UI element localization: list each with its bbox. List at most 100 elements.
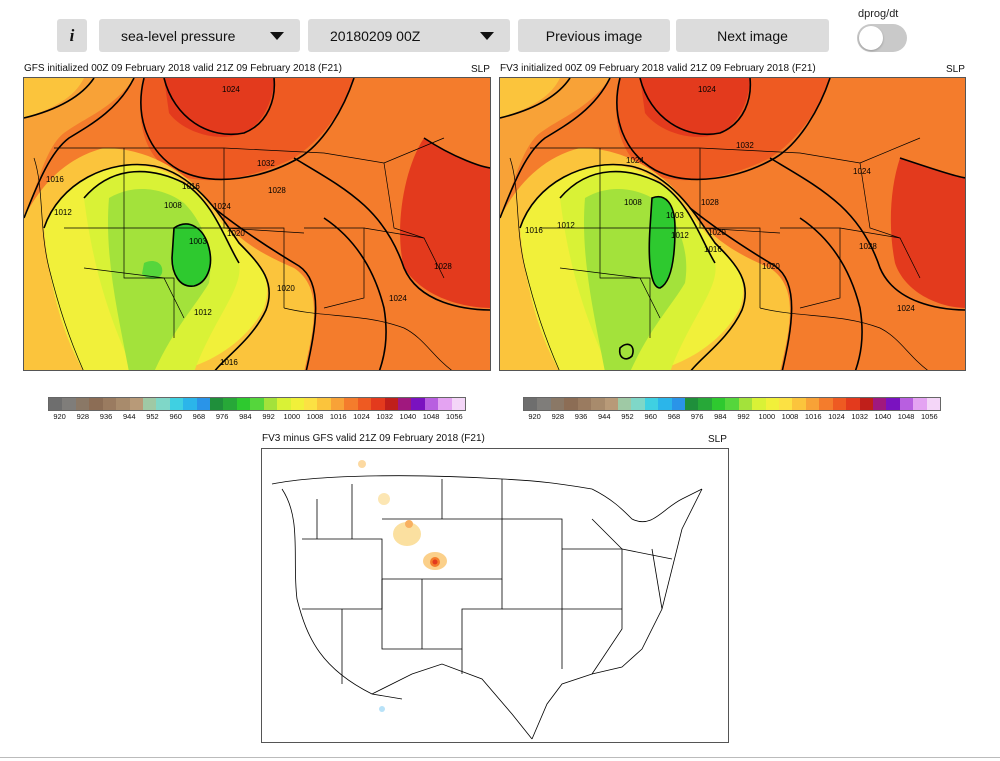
gfs-contour-label: 1016 <box>182 182 200 191</box>
colorbar-swatch <box>411 398 425 410</box>
colorbar-tick-label: 960 <box>644 412 657 421</box>
previous-image-button[interactable]: Previous image <box>518 19 670 52</box>
field-select[interactable]: sea-level pressure <box>99 19 300 52</box>
colorbar-tick-label: 1032 <box>851 412 869 421</box>
chevron-down-icon <box>270 32 284 40</box>
colorbar-swatch <box>236 398 251 410</box>
colorbar-swatch <box>263 398 278 410</box>
colorbar-swatch <box>711 398 726 410</box>
colorbar-swatch <box>644 398 659 410</box>
colorbar-swatch <box>738 398 753 410</box>
colorbar-swatch <box>658 398 672 410</box>
colorbar-swatch <box>438 398 452 410</box>
colorbar-tick-label: 1056 <box>920 412 938 421</box>
colorbar-swatch <box>250 398 264 410</box>
gfs-contour-label: 1012 <box>54 208 72 217</box>
colorbar-swatch <box>752 398 766 410</box>
fv3-slp-field: 1024 1032 1024 1024 1016 1012 1008 1003 … <box>500 78 965 370</box>
gfs-slp-field: 1024 1032 1016 1012 1008 1016 1028 1024 … <box>24 78 490 370</box>
gfs-contour-label: 1028 <box>268 186 286 195</box>
fv3-contour-label: 1024 <box>698 85 716 94</box>
colorbar-swatch <box>631 398 645 410</box>
info-button[interactable]: i <box>57 19 87 52</box>
gfs-contour-label: 1008 <box>164 201 182 210</box>
colorbar-tick-label: 920 <box>53 412 66 421</box>
gfs-contour-label: 1024 <box>213 202 231 211</box>
fv3-contour-label: 1020 <box>708 228 726 237</box>
colorbar-swatch <box>604 398 618 410</box>
colorbar-swatch <box>344 398 358 410</box>
colorbar-swatch <box>156 398 170 410</box>
colorbar-swatch <box>832 398 847 410</box>
colorbar-tick-label: 1048 <box>422 412 440 421</box>
dprog-dt-toggle[interactable] <box>857 24 907 52</box>
colorbar-swatch <box>183 398 197 410</box>
diff-slp-field <box>271 460 703 740</box>
colorbar-swatch <box>129 398 143 410</box>
colorbar-swatch <box>196 398 211 410</box>
colorbar-swatch <box>698 398 712 410</box>
colorbar-tick-label: 1016 <box>804 412 822 421</box>
colorbar-tick-label: 920 <box>528 412 541 421</box>
fv3-colorbar <box>523 397 941 411</box>
colorbar-swatch <box>424 398 439 410</box>
gfs-colorbar <box>48 397 466 411</box>
gfs-contour-label: 1016 <box>46 175 64 184</box>
fv3-panel-field-code: SLP <box>946 64 965 75</box>
colorbar-swatch <box>899 398 914 410</box>
colorbar-swatch <box>577 398 592 410</box>
colorbar-swatch <box>819 398 833 410</box>
fv3-contour-label: 1003 <box>666 211 684 220</box>
colorbar-swatch <box>779 398 793 410</box>
colorbar-swatch <box>792 398 806 410</box>
colorbar-tick-label: 976 <box>690 412 704 421</box>
colorbar-tick-label: 952 <box>621 412 634 421</box>
colorbar-tick-label: 968 <box>192 412 206 421</box>
colorbar-tick-label: 992 <box>262 412 275 421</box>
toggle-knob <box>859 26 883 50</box>
colorbar-swatch <box>926 398 941 410</box>
colorbar-tick-label: 1032 <box>376 412 394 421</box>
gfs-contour-label: 1024 <box>222 85 240 94</box>
colorbar-swatch <box>75 398 90 410</box>
gfs-contour-label: 1012 <box>194 308 212 317</box>
gfs-contour-label: 1020 <box>277 284 295 293</box>
page-bottom-divider <box>0 757 1000 758</box>
fv3-contour-label: 1028 <box>701 198 719 207</box>
colorbar-swatch <box>591 398 605 410</box>
colorbar-tick-label: 984 <box>239 412 252 421</box>
colorbar-swatch <box>451 398 466 410</box>
colorbar-swatch <box>725 398 739 410</box>
fv3-contour-label: 1020 <box>762 262 780 271</box>
date-select[interactable]: 20180209 00Z <box>308 19 510 52</box>
colorbar-swatch <box>290 398 305 410</box>
fv3-contour-label: 1012 <box>557 221 575 230</box>
fv3-contour-label: 1012 <box>671 231 689 240</box>
colorbar-tick-label: 960 <box>169 412 182 421</box>
colorbar-swatch <box>384 398 398 410</box>
gfs-contour-label: 1020 <box>227 229 245 238</box>
fv3-contour-label: 1024 <box>853 167 871 176</box>
gfs-contour-label: 1028 <box>434 262 452 271</box>
colorbar-tick-label: 1040 <box>874 412 892 421</box>
colorbar-swatch <box>805 398 820 410</box>
gfs-panel-field-code: SLP <box>471 64 490 75</box>
colorbar-swatch <box>62 398 76 410</box>
colorbar-tick-label: 1024 <box>353 412 370 421</box>
diff-panel-field-code: SLP <box>708 434 727 445</box>
fv3-colorbar-ticks: 920 928 936 944 952 960 968 976 984 992 1000 1008 10… <box>523 412 941 421</box>
fv3-contour-label: 1032 <box>736 141 754 150</box>
colorbar-tick-label: 1000 <box>758 412 776 421</box>
colorbar-swatch <box>886 398 900 410</box>
gfs-panel-title: GFS initialized 00Z 09 February 2018 val… <box>24 63 342 74</box>
colorbar-tick-label: 968 <box>667 412 681 421</box>
fv3-contour-label: 1016 <box>525 226 543 235</box>
colorbar-tick-label: 944 <box>123 412 136 421</box>
colorbar-tick-label: 1024 <box>828 412 845 421</box>
colorbar-tick-label: 1048 <box>897 412 915 421</box>
next-image-button[interactable]: Next image <box>676 19 829 52</box>
gfs-contour-label: 1024 <box>389 294 407 303</box>
diff-panel-title: FV3 minus GFS valid 21Z 09 February 2018… <box>262 433 485 444</box>
fv3-contour-label: 1024 <box>897 304 915 313</box>
colorbar-swatch <box>142 398 157 410</box>
